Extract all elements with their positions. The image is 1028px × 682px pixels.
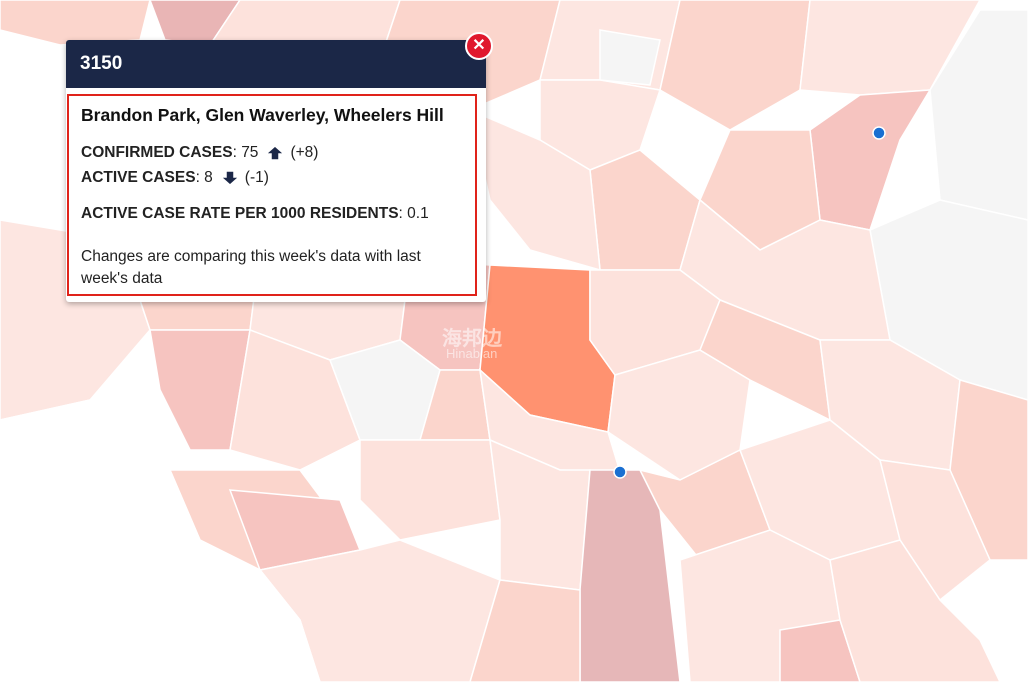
region bbox=[659, 0, 811, 131]
region bbox=[699, 299, 831, 422]
region bbox=[229, 328, 361, 471]
region bbox=[829, 539, 1001, 682]
region bbox=[599, 29, 661, 86]
region bbox=[469, 579, 581, 682]
region bbox=[879, 459, 991, 602]
stat-value: : 8 bbox=[195, 169, 213, 186]
region bbox=[0, 389, 321, 682]
stat-value: : 75 bbox=[232, 144, 259, 161]
stat-row: ACTIVE CASE RATE PER 1000 RESIDENTS: 0.1 bbox=[81, 205, 429, 223]
region bbox=[949, 379, 1028, 561]
stat-label: CONFIRMED CASES bbox=[81, 144, 233, 161]
stat-value: : 0.1 bbox=[398, 205, 429, 222]
stat-change: (+8) bbox=[290, 144, 319, 161]
location-marker[interactable] bbox=[613, 465, 627, 479]
popup: 3150 Brandon Park, Glen Waverley, Wheele… bbox=[66, 40, 486, 302]
popup-body: Brandon Park, Glen Waverley, Wheelers Hi… bbox=[67, 94, 477, 296]
stat-row: CONFIRMED CASES: 75 (+8) bbox=[81, 144, 318, 162]
watermark: 海邦边 bbox=[442, 328, 502, 350]
stat-row: ACTIVE CASES: 8 (-1) bbox=[81, 169, 269, 187]
stat-label: ACTIVE CASES bbox=[81, 169, 196, 186]
region bbox=[779, 619, 861, 682]
stat-label: ACTIVE CASE RATE PER 1000 RESIDENTS bbox=[81, 205, 399, 222]
down-arrow bbox=[220, 170, 239, 185]
watermark-subtext: Hinabian bbox=[446, 346, 498, 361]
location-marker[interactable] bbox=[872, 126, 886, 140]
note: Changes are comparing this week's data w… bbox=[81, 248, 421, 287]
stat-change: (-1) bbox=[244, 169, 269, 186]
popup-title: 3150 bbox=[66, 40, 486, 88]
suburbs: Brandon Park, Glen Waverley, Wheelers Hi… bbox=[81, 105, 444, 125]
up-arrow bbox=[266, 145, 285, 160]
close-button[interactable]: ✕ bbox=[465, 32, 493, 60]
